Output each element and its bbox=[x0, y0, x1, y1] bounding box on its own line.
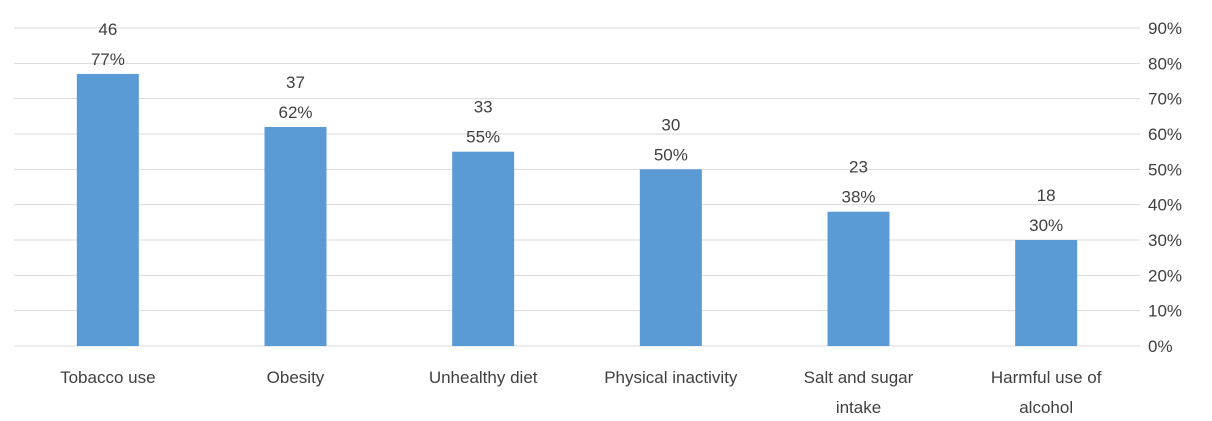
x-category-label: intake bbox=[836, 398, 881, 416]
bar bbox=[639, 169, 702, 346]
y-tick-label: 80% bbox=[1148, 54, 1182, 73]
bars bbox=[76, 73, 1078, 346]
y-tick-label: 40% bbox=[1148, 196, 1182, 215]
bar bbox=[76, 73, 139, 346]
gridlines bbox=[14, 27, 1140, 347]
percent-label: 55% bbox=[466, 128, 500, 147]
percent-label: 38% bbox=[841, 188, 875, 207]
count-label: 18 bbox=[1037, 186, 1056, 205]
y-tick-label: 90% bbox=[1148, 19, 1182, 38]
count-label: 46 bbox=[98, 20, 117, 39]
x-axis-labels: Tobacco use Obesity Unhealthy diet Physical… bbox=[60, 368, 1102, 417]
bar bbox=[827, 211, 890, 346]
bar bbox=[452, 151, 515, 346]
data-labels: 77% 46 62% 37 55% 33 50% 30 38% 23 30% 18 bbox=[91, 20, 1063, 235]
x-category-label: Salt and sugar bbox=[804, 368, 914, 387]
x-category-label: Physical inactivity bbox=[604, 368, 738, 387]
x-category-label: Obesity bbox=[267, 368, 325, 387]
count-label: 30 bbox=[661, 115, 680, 134]
y-tick-label: 10% bbox=[1148, 302, 1182, 321]
count-label: 37 bbox=[286, 73, 305, 92]
y-tick-label: 30% bbox=[1148, 231, 1182, 250]
x-category-label: Tobacco use bbox=[60, 368, 155, 387]
y-tick-label: 50% bbox=[1148, 160, 1182, 179]
x-category-label: Harmful use of bbox=[991, 368, 1102, 387]
percent-label: 62% bbox=[278, 103, 312, 122]
percent-label: 30% bbox=[1029, 216, 1063, 235]
count-label: 33 bbox=[474, 98, 493, 117]
x-category-label: alcohol bbox=[1019, 398, 1073, 416]
percent-label: 50% bbox=[654, 145, 688, 164]
count-label: 23 bbox=[849, 158, 868, 177]
bar bbox=[264, 126, 327, 346]
percent-label: 77% bbox=[91, 50, 125, 69]
y-axis-ticks: 0% 10% 20% 30% 40% 50% 60% 70% 80% 90% bbox=[1148, 19, 1182, 356]
y-tick-label: 0% bbox=[1148, 337, 1173, 356]
y-tick-label: 60% bbox=[1148, 125, 1182, 144]
bar bbox=[1015, 240, 1078, 346]
y-tick-label: 70% bbox=[1148, 90, 1182, 109]
x-category-label: Unhealthy diet bbox=[429, 368, 538, 387]
y-tick-label: 20% bbox=[1148, 266, 1182, 285]
